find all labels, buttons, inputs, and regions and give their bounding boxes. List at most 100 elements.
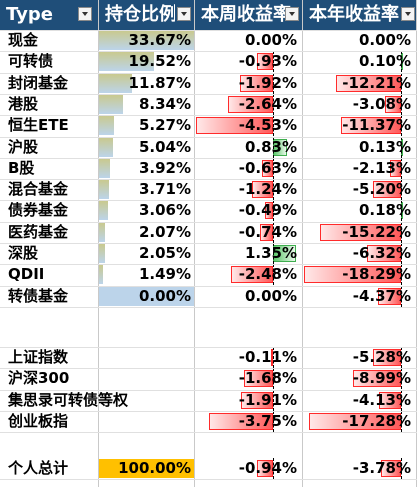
table-row[interactable]: 现金 33.67% 0.00% 0.00% [0,30,417,51]
table-row[interactable]: 创业板指 -3.75% -17.28% [0,411,417,432]
yearly-return: -6.32% [303,243,415,264]
weekly-return: -0.93% [195,51,301,72]
yearly-return: 0.10% [303,51,415,72]
data-bar-axis [273,411,274,432]
data-bar-axis [273,179,274,200]
negative-data-bar [209,413,273,430]
yearly-return-value: 0.10% [358,52,411,70]
table-row[interactable]: QDII 1.49% -2.48% -18.29% [0,264,417,285]
yearly-return-value: -18.29% [342,265,411,283]
table-row[interactable]: 医药基金 2.07% -0.74% -15.22% [0,222,417,243]
data-bar-axis [401,458,402,479]
data-bar-axis [401,243,402,264]
weekly-return-value: -3.75% [238,412,297,430]
sort-desc-dropdown-icon[interactable] [177,7,191,21]
data-bar-axis [273,458,274,479]
weekly-return: -3.75% [195,411,301,432]
table-row[interactable]: 集思录可转债等权 -1.91% -4.13% [0,390,417,411]
weekly-return: -0.74% [195,222,301,243]
header-position[interactable]: 持仓比例 [99,0,194,30]
header-weekly[interactable]: 本周收益率 [195,0,302,30]
filter-dropdown-icon[interactable] [78,7,92,21]
negative-data-bar [228,96,273,113]
row-gridline [0,432,417,433]
weekly-return: 0.00% [195,30,301,51]
position-bar [99,265,104,284]
weekly-return-value: 0.83% [244,138,297,156]
negative-data-bar [380,460,401,477]
position-cell: 3.92% [99,158,194,179]
table-row[interactable]: 转债基金 0.00% 0.00% -4.37% [0,286,417,307]
position-cell: 5.27% [99,115,194,136]
data-bar-axis [401,264,402,285]
yearly-return-value: -5.20% [352,180,411,198]
row-name: 深股 [8,244,39,262]
position-cell: 2.05% [99,243,194,264]
negative-data-bar [309,413,401,430]
yearly-return-value: -15.22% [342,223,411,241]
weekly-return: -0.49% [195,200,301,221]
table-row[interactable]: 上证指数 -0.11% -5.28% [0,347,417,368]
position-value: 3.92% [138,159,191,177]
table-row[interactable]: 沪深300 -1.68% -8.99% [0,368,417,389]
negative-data-bar [320,224,401,241]
row-name: 沪股 [8,138,39,156]
data-bar-axis [401,286,402,307]
yearly-return: -15.22% [303,222,415,243]
negative-data-bar [260,224,273,241]
data-bar-axis [401,200,402,221]
table-row[interactable]: 可转债 19.52% -0.93% 0.10% [0,51,417,72]
table-row[interactable]: 深股 2.05% 1.35% -6.32% [0,243,417,264]
yearly-return: -4.13% [303,390,415,411]
header-yearly[interactable]: 本年收益率 [303,0,417,30]
weekly-return-value: -2.64% [238,95,297,113]
position-bar [99,223,105,242]
negative-data-bar [230,266,273,283]
weekly-return: 0.83% [195,137,301,158]
position-value: 5.27% [138,116,191,134]
negative-data-bar [251,181,273,198]
filter-dropdown-icon[interactable] [285,7,299,21]
row-gridline [0,286,417,287]
table-row[interactable]: 沪股 5.04% 0.83% 0.13% [0,137,417,158]
row-gridline [0,73,417,74]
data-bar-axis [273,390,274,411]
data-bar-axis [401,390,402,411]
weekly-return-value: 0.00% [244,31,297,49]
position-value: 1.49% [138,265,191,283]
table-row[interactable]: 恒生ETE 5.27% -4.53% -11.37% [0,115,417,136]
table-row[interactable]: B股 3.92% -0.63% -2.13% [0,158,417,179]
position-bar [99,459,194,478]
weekly-return-value: -1.24% [238,180,297,198]
row-name: QDII [8,265,45,283]
table-row[interactable]: 港股 8.34% -2.64% -3.08% [0,94,417,115]
weekly-return: -1.91% [195,390,301,411]
weekly-return-value: -1.91% [238,391,297,409]
row-gridline [0,115,417,116]
table-row[interactable]: 封闭基金 11.87% -1.92% -12.21% [0,73,417,94]
table-row[interactable]: 个人总计 100.00% -0.94% -3.78% [0,458,417,479]
yearly-return: -18.29% [303,264,415,285]
yearly-return-value: 0.00% [358,31,411,49]
position-cell: 19.52% [99,51,194,72]
weekly-return: -1.24% [195,179,301,200]
table-row[interactable]: 债券基金 3.06% -0.49% 0.18% [0,200,417,221]
header-position-label: 持仓比例 [105,4,175,25]
yearly-return: -5.28% [303,347,415,368]
table-row[interactable]: 混合基金 3.71% -1.24% -5.20% [0,179,417,200]
data-bar-axis [401,73,402,94]
yearly-return: -12.21% [303,73,415,94]
yearly-return: -11.37% [303,115,415,136]
position-bar [99,116,114,135]
position-bar [99,138,114,157]
filter-dropdown-icon[interactable] [401,7,415,21]
header-type[interactable]: Type [0,0,98,30]
position-cell: 33.67% [99,30,194,51]
position-value: 3.06% [138,201,191,219]
row-gridline [0,368,417,369]
weekly-return-value: -0.49% [238,201,297,219]
position-bar [99,244,105,263]
weekly-return: -0.11% [195,347,301,368]
yearly-return: 0.00% [303,30,415,51]
